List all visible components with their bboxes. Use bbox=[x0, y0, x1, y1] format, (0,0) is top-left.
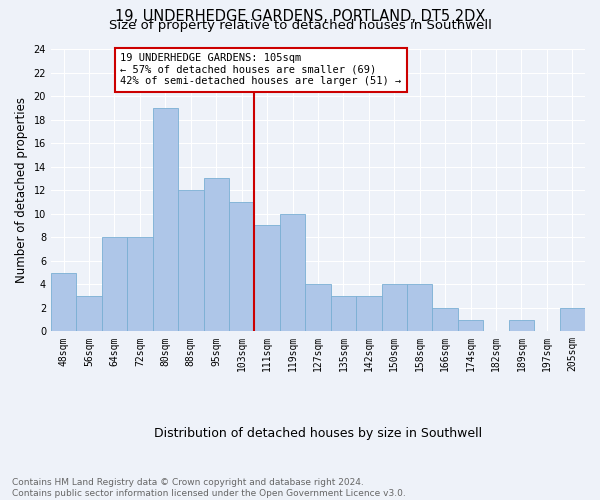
Bar bbox=[178, 190, 203, 332]
Text: Contains HM Land Registry data © Crown copyright and database right 2024.
Contai: Contains HM Land Registry data © Crown c… bbox=[12, 478, 406, 498]
Bar bbox=[76, 296, 102, 332]
Bar bbox=[280, 214, 305, 332]
Bar bbox=[229, 202, 254, 332]
Bar bbox=[433, 308, 458, 332]
Bar bbox=[509, 320, 534, 332]
Bar bbox=[152, 108, 178, 332]
X-axis label: Distribution of detached houses by size in Southwell: Distribution of detached houses by size … bbox=[154, 427, 482, 440]
Bar bbox=[102, 237, 127, 332]
Bar bbox=[305, 284, 331, 332]
Bar bbox=[458, 320, 483, 332]
Bar bbox=[127, 237, 152, 332]
Bar bbox=[203, 178, 229, 332]
Bar bbox=[51, 272, 76, 332]
Bar bbox=[407, 284, 433, 332]
Bar bbox=[254, 226, 280, 332]
Bar bbox=[560, 308, 585, 332]
Bar bbox=[382, 284, 407, 332]
Text: Size of property relative to detached houses in Southwell: Size of property relative to detached ho… bbox=[109, 19, 491, 32]
Text: 19 UNDERHEDGE GARDENS: 105sqm
← 57% of detached houses are smaller (69)
42% of s: 19 UNDERHEDGE GARDENS: 105sqm ← 57% of d… bbox=[121, 53, 401, 86]
Y-axis label: Number of detached properties: Number of detached properties bbox=[15, 97, 28, 283]
Text: 19, UNDERHEDGE GARDENS, PORTLAND, DT5 2DX: 19, UNDERHEDGE GARDENS, PORTLAND, DT5 2D… bbox=[115, 9, 485, 24]
Bar bbox=[331, 296, 356, 332]
Bar bbox=[356, 296, 382, 332]
